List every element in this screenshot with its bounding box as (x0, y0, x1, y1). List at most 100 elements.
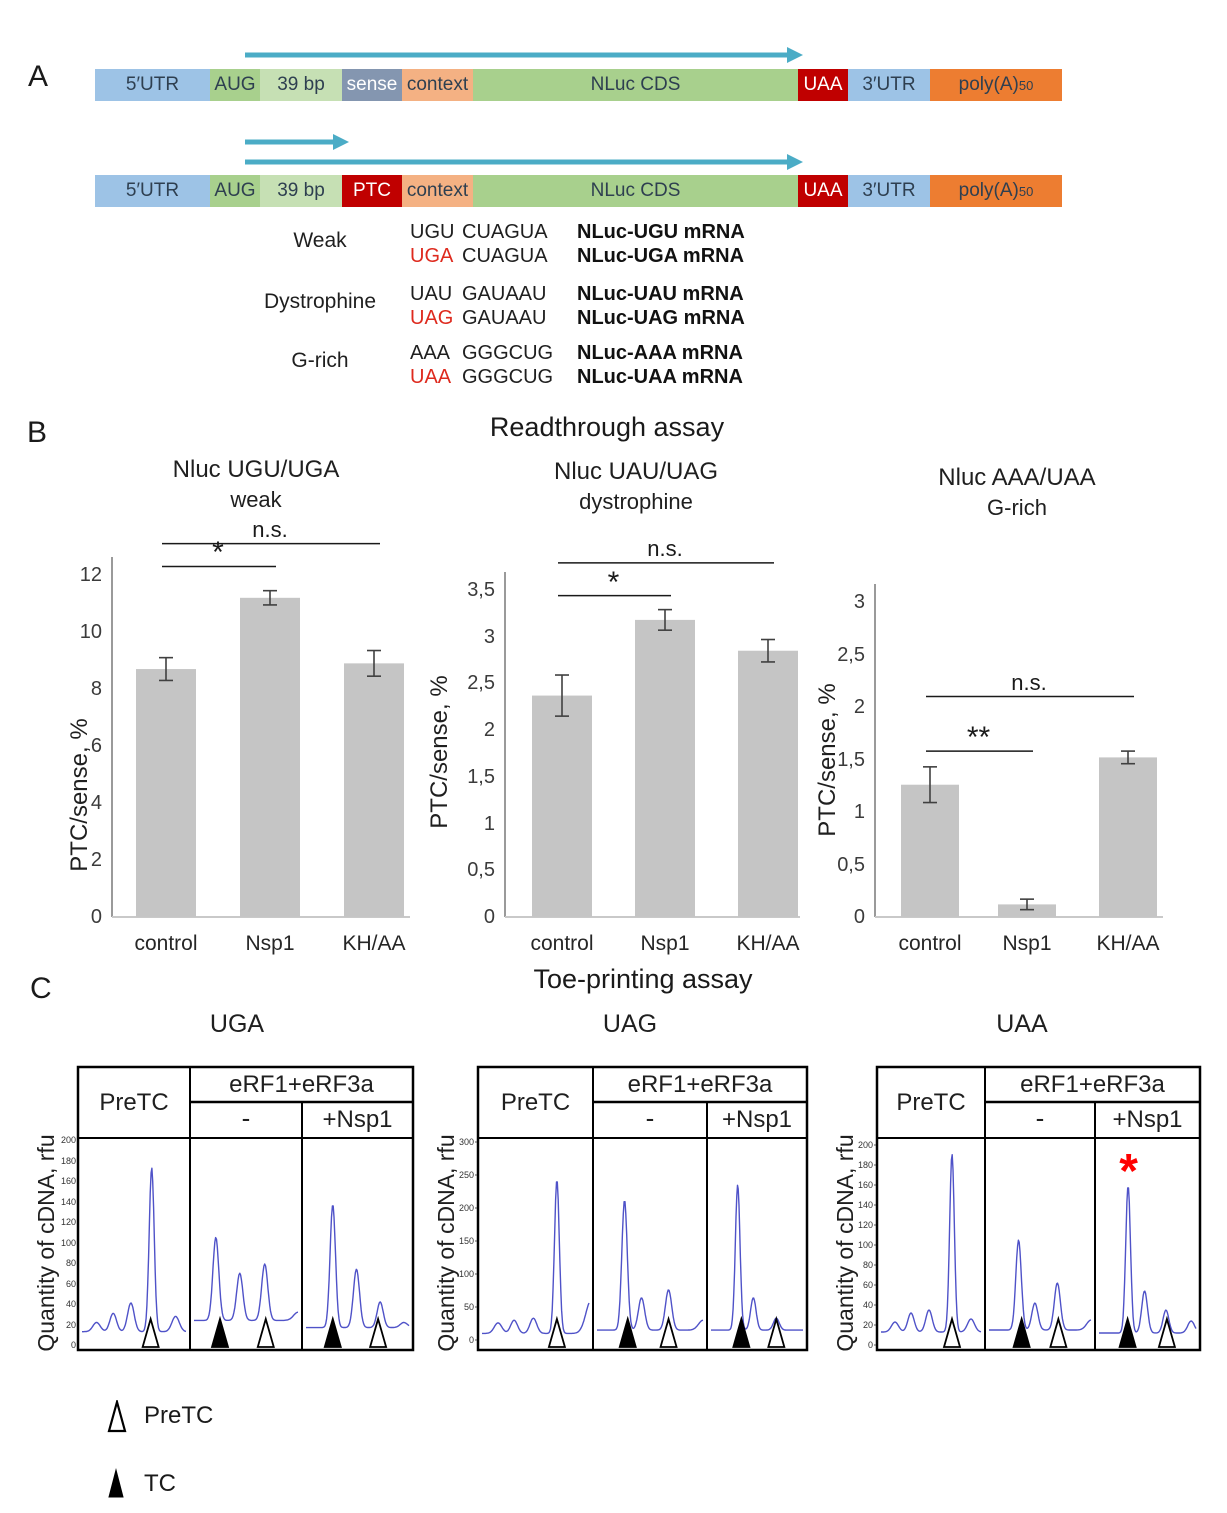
toeprint-UAG-trace-1 (597, 1200, 704, 1331)
toeprint-UAG-title: UAG (602, 1010, 658, 1038)
toeprint-UAA-ylabel: Quantity of cDNA, rfu (832, 1134, 858, 1352)
codon-row-1-0: UAU GAUAAU NLuc-UAU mRNA (410, 283, 930, 306)
chart3-ytick: 2 (853, 696, 865, 718)
codon-group-label-1: Dystrophine (263, 290, 377, 313)
toeprint-UGA-ytick: 160 (60, 1176, 76, 1186)
tc-triangle-marker (1118, 1315, 1137, 1348)
transcript-arrowhead-2 (333, 134, 349, 150)
chart1-ytick: 6 (90, 735, 102, 757)
mrna-name: NLuc-UGA mRNA (577, 245, 745, 267)
chart2-xlabel-KH/AA: KH/AA (736, 932, 800, 955)
codon-row-2-0: AAA GGGCUG NLuc-AAA mRNA (410, 342, 930, 365)
stop-codon: UGA (410, 245, 454, 267)
toeprint-UGA-ytick: 120 (60, 1217, 76, 1227)
toeprint-UAA-frame (875, 1065, 1202, 1352)
tc-triangle-marker (323, 1315, 342, 1348)
construct2-seg-5utr: 5′UTR (95, 175, 210, 207)
toeprint-UAA-ytick: 40 (862, 1300, 873, 1310)
chart1-bar-KH/AA (344, 663, 404, 917)
toeprint-UGA-ytick: 80 (65, 1258, 76, 1268)
toeprint-UAA-header-minus: - (1035, 1103, 1045, 1133)
toeprint-UAA-ytick: 140 (857, 1200, 873, 1210)
context-codons: GGGCUG (462, 366, 554, 388)
pretc-triangle-marker (368, 1315, 388, 1348)
construct2-seg-3utr: 3′UTR (848, 175, 930, 207)
toeprint-UAA-ytick: 20 (862, 1320, 873, 1330)
chart1-xlabel-KH/AA: KH/AA (342, 932, 406, 955)
toeprint-UGA-ytick: 100 (60, 1237, 76, 1248)
chart2-ytick: 3 (483, 625, 495, 648)
toeprint-UGA-trace-2 (306, 1205, 410, 1329)
pretc-triangle-marker (1049, 1315, 1068, 1348)
chart1-subtitle: weak (230, 487, 282, 512)
tc-triangle-marker (1012, 1315, 1031, 1348)
toeprint-UAG-header-erf: eRF1+eRF3a (627, 1071, 773, 1098)
toeprint-UAG-header-pretc: PreTC (500, 1089, 571, 1116)
legend-item-tc: TC (106, 1468, 176, 1500)
chart3-ytick: 0,5 (837, 853, 865, 876)
chart2-ytick: 1 (483, 812, 495, 835)
chart1-ytick: 8 (90, 678, 102, 700)
construct1-seg-context: context (402, 69, 473, 101)
stop-codon: UAU (410, 283, 453, 305)
chart3-ytick: 3 (853, 591, 865, 613)
filled-triangle-icon (108, 1468, 124, 1498)
transcript-arrowhead-3 (787, 154, 803, 170)
construct2-seg-39bp: 39 bp (260, 175, 342, 207)
stop-codon: UGU (410, 221, 455, 243)
chart1-ytick: 12 (79, 564, 102, 586)
chart3-bar-KH/AA (1099, 757, 1157, 917)
toeprint-UGA-header-pretc: PreTC (99, 1089, 169, 1116)
toeprint-UGA-ylabel: Quantity of cDNA, rfu (33, 1134, 59, 1352)
chart1-ytick: 0 (90, 906, 102, 928)
pretc-triangle-marker (1157, 1315, 1177, 1348)
chart3-bar-Nsp1 (998, 904, 1056, 917)
toeprint-UGA-ytick: 20 (65, 1319, 76, 1330)
chart1-sig-label: n.s. (252, 516, 288, 542)
chart1-xlabel-Nsp1: Nsp1 (245, 932, 295, 955)
toeprint-UAA-asterisk: * (1119, 1145, 1138, 1198)
chart2-ytick: 0,5 (467, 859, 495, 882)
chart2-subtitle: dystrophine (579, 489, 693, 514)
toeprint-UGA-ytick: 200 (60, 1135, 76, 1145)
legend-label-pretc: PreTC (144, 1402, 214, 1429)
toeprint-UGA-ytick: 60 (65, 1278, 76, 1289)
chart3-xlabel-control: control (898, 932, 962, 955)
codon-group-label-2: G-rich (291, 349, 349, 372)
construct2-seg-aug: AUG (210, 175, 260, 207)
toeprint-UAA-title: UAA (996, 1010, 1048, 1038)
toeprint-UAG-trace-0 (482, 1181, 590, 1335)
toe-printing-assay-title: Toe-printing assay (533, 964, 753, 994)
toeprint-UGA-trace-1 (194, 1236, 299, 1322)
construct1-seg-polya: poly(A) 50 (930, 69, 1062, 101)
chart3-subtitle: G-rich (987, 495, 1047, 520)
toeprint-UAA-ytick: 120 (857, 1220, 873, 1230)
construct2-seg-nluccds: NLuc CDS (473, 175, 798, 207)
stop-codon: UAA (410, 366, 452, 388)
chart1-title: Nluc UGU/UGA (172, 456, 340, 483)
codon-row-0-0: UGU CUAGUA NLuc-UGU mRNA (410, 221, 930, 244)
chart2-ytick: 1,5 (467, 765, 495, 788)
toeprint-UAA-ytick: 100 (857, 1240, 873, 1250)
construct2-seg-ptc: PTC (342, 175, 402, 207)
chart1-xlabel-control: control (134, 932, 198, 955)
toeprint-UAG-ytick: 50 (463, 1302, 474, 1312)
pretc-triangle-marker (659, 1315, 678, 1348)
construct1-seg-nluccds: NLuc CDS (473, 69, 798, 101)
mrna-name: NLuc-UAG mRNA (577, 307, 745, 329)
panel-c-label: C (30, 972, 52, 1005)
toeprint-UAA-ytick: 180 (857, 1160, 873, 1170)
stop-codon: UAG (410, 307, 454, 329)
transcript-arrowhead-1 (787, 47, 803, 63)
tc-triangle-marker (732, 1315, 751, 1348)
toeprint-UGA-frame (76, 1065, 415, 1352)
toeprint-UAG-trace-2 (711, 1184, 803, 1331)
codon-group-label-0: Weak (293, 229, 347, 252)
toeprint-UGA-header-minus: - (241, 1103, 251, 1133)
mrna-name: NLuc-AAA mRNA (577, 342, 743, 364)
toeprint-UAA-ytick: 160 (857, 1180, 873, 1190)
toeprint-UAA-trace-0 (881, 1153, 982, 1333)
toeprint-UAG-ytick: 100 (458, 1269, 474, 1279)
chart2-ytick: 0 (483, 906, 495, 928)
